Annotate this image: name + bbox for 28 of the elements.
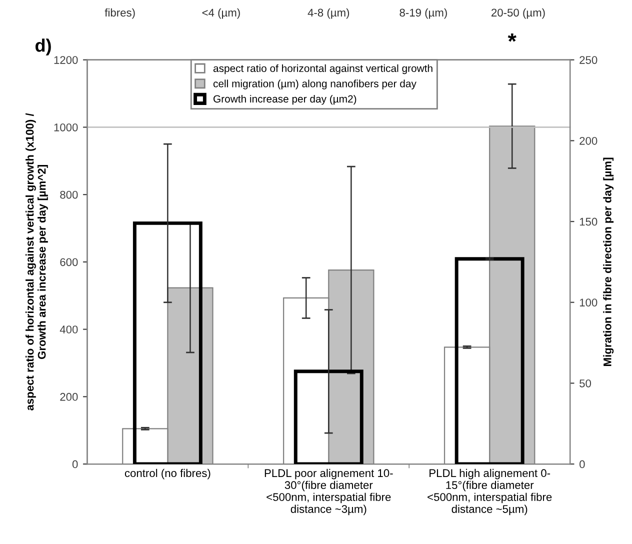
y-axis-title: aspect ratio of horizontal against vertical growth (x100) / Growth area increase per day [µm^2] [26, 113, 48, 410]
y2-tick-label: 150 [580, 218, 598, 226]
y-tick-label: 1000 [54, 123, 78, 132]
x-tick-label: control (no fibres) [124, 468, 210, 480]
y-tick-label: 600 [60, 258, 78, 266]
y2-tick-label: 100 [580, 298, 598, 306]
y-tick-label: 1200 [54, 56, 78, 64]
y2-tick-label: 0 [580, 460, 585, 468]
text: 4-8 (µm) [308, 8, 350, 19]
y-tick-label: 400 [60, 326, 78, 334]
x-tick-label: PLDL high alignement 0- 15°(fibre diameter <500nm, interspatial fibre distance ~5µm) [428, 468, 552, 516]
text: fibres) [104, 8, 135, 19]
y2-axis-title: Migration in fibre direction per day [µm] [603, 158, 614, 366]
legend-label: Growth increase per day (µm2) [214, 94, 356, 105]
text: 8-19 (µm) [400, 8, 447, 19]
text: <4 (µm) [202, 8, 240, 19]
y2-tick-label: 50 [580, 379, 592, 388]
y2-tick-label: 200 [580, 136, 598, 145]
legend-label: cell migration (µm) along nanofibers per day [213, 80, 416, 90]
x-tick-label: PLDL poor alignement 10- 30°(fibre diameter <500nm, interspatial fibre distance ~3µm) [264, 468, 393, 516]
legend-label: aspect ratio of horizontal against vertical growth [213, 64, 432, 74]
text: * [508, 33, 516, 42]
y2-tick-label: 250 [580, 56, 598, 64]
y-tick-label: 800 [60, 190, 78, 199]
y-tick-label: 0 [72, 460, 78, 468]
text: d) [36, 38, 51, 56]
y-tick-label: 200 [60, 392, 78, 401]
text: 20-50 (µm) [492, 8, 545, 19]
